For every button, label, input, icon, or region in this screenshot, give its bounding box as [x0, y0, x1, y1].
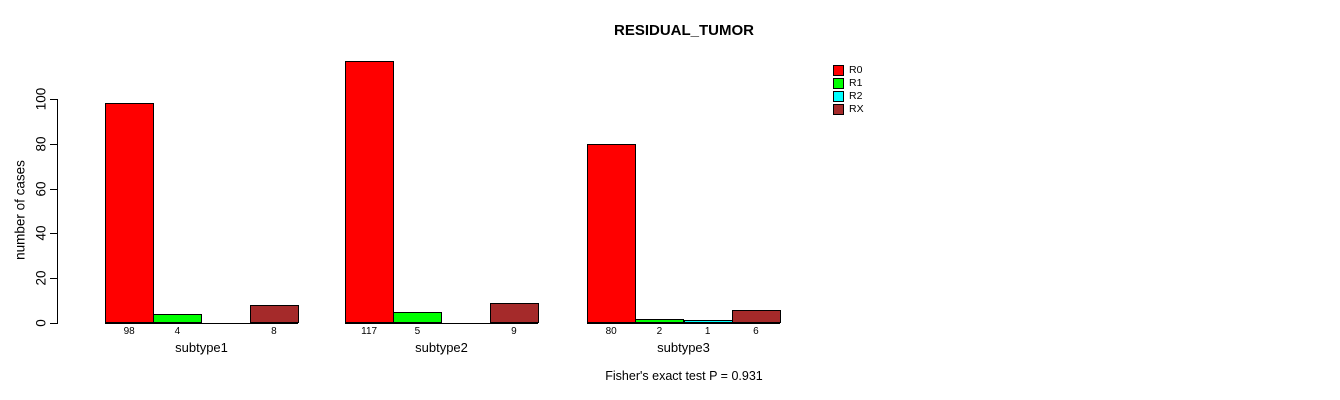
bar-value-label: 2: [656, 326, 663, 337]
y-tick-label: 0: [33, 319, 49, 327]
bar-value-label: 1: [704, 326, 711, 337]
y-tick-mark: [50, 233, 57, 234]
category-label: subtype3: [657, 340, 710, 355]
bar-value-label: 6: [753, 326, 759, 337]
legend-item-RX: RX: [833, 103, 864, 116]
bar-value-label: 9: [511, 326, 517, 337]
chart-title: RESIDUAL_TUMOR: [613, 22, 755, 39]
y-tick-mark: [50, 323, 57, 324]
y-tick-mark: [50, 278, 57, 279]
y-tick-mark: [50, 189, 57, 190]
y-tick-mark: [50, 144, 57, 145]
y-tick-label: 60: [33, 181, 49, 197]
bar-RX-subtype3: [732, 310, 781, 323]
bar-RX-subtype2: [490, 303, 539, 323]
y-tick-mark: [50, 99, 57, 100]
y-tick-label: 100: [33, 87, 49, 111]
bar-value-label: 4: [174, 326, 181, 337]
legend: R0 R1 R2 RX: [833, 64, 864, 116]
bar-value-label: 5: [414, 326, 421, 337]
bar-R1-subtype2: [393, 312, 442, 323]
bar-value-label: 80: [605, 326, 617, 337]
group-baseline: [105, 323, 298, 324]
statistical-test-annotation: Fisher's exact test P = 0.931: [605, 369, 763, 383]
legend-label: RX: [849, 103, 864, 115]
group-baseline: [587, 323, 780, 324]
y-axis-label: number of cases: [12, 160, 28, 260]
legend-swatch-R2: [833, 91, 844, 102]
bar-RX-subtype1: [250, 305, 299, 323]
bar-value-label: 98: [123, 326, 135, 337]
y-tick-label: 40: [33, 225, 49, 241]
legend-label: R0: [849, 64, 863, 76]
legend-swatch-R1: [833, 78, 844, 89]
bar-R1-subtype1: [153, 314, 202, 323]
legend-item-R2: R2: [833, 90, 864, 103]
category-label: subtype1: [175, 340, 228, 355]
bar-R2-subtype3: [684, 320, 733, 323]
legend-label: R1: [849, 77, 863, 89]
legend-swatch-RX: [833, 104, 844, 115]
bar-value-label: 117: [361, 326, 378, 337]
y-axis-line: [57, 99, 58, 324]
legend-label: R2: [849, 90, 863, 102]
legend-swatch-R0: [833, 65, 844, 76]
category-label: subtype2: [415, 340, 468, 355]
bar-R0-subtype1: [105, 103, 154, 323]
bar-R1-subtype3: [635, 319, 684, 323]
legend-item-R1: R1: [833, 77, 864, 90]
bar-R0-subtype2: [345, 61, 394, 323]
legend-item-R0: R0: [833, 64, 864, 77]
y-tick-label: 20: [33, 270, 49, 286]
group-baseline: [345, 323, 538, 324]
y-tick-label: 80: [33, 136, 49, 152]
bar-R0-subtype3: [587, 144, 636, 323]
bar-value-label: 8: [271, 326, 277, 337]
